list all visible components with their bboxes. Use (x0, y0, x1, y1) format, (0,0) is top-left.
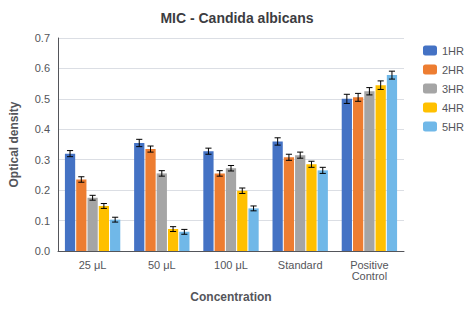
svg-text:1HR: 1HR (442, 45, 464, 57)
svg-text:Standard: Standard (278, 259, 323, 271)
svg-text:0.4: 0.4 (35, 123, 50, 135)
svg-text:Concentration: Concentration (190, 290, 271, 304)
svg-text:Optical density: Optical density (7, 101, 21, 187)
svg-text:0.7: 0.7 (35, 32, 50, 44)
svg-text:0.5: 0.5 (35, 93, 50, 105)
svg-text:0.0: 0.0 (35, 245, 50, 257)
svg-text:0.1: 0.1 (35, 215, 50, 227)
svg-text:5HR: 5HR (442, 121, 464, 133)
svg-text:0.3: 0.3 (35, 154, 50, 166)
svg-text:0.2: 0.2 (35, 184, 50, 196)
svg-text:50 μL: 50 μL (148, 259, 176, 271)
svg-text:25 μL: 25 μL (79, 259, 107, 271)
svg-text:Positive: Positive (350, 258, 389, 271)
svg-text:100 μL: 100 μL (214, 259, 248, 271)
svg-text:0.6: 0.6 (35, 62, 50, 74)
svg-text:3HR: 3HR (442, 83, 464, 95)
svg-text:4HR: 4HR (442, 102, 464, 114)
svg-text:MIC - Candida albicans: MIC - Candida albicans (160, 10, 313, 26)
svg-text:2HR: 2HR (442, 64, 464, 76)
svg-text:Control: Control (352, 270, 387, 282)
